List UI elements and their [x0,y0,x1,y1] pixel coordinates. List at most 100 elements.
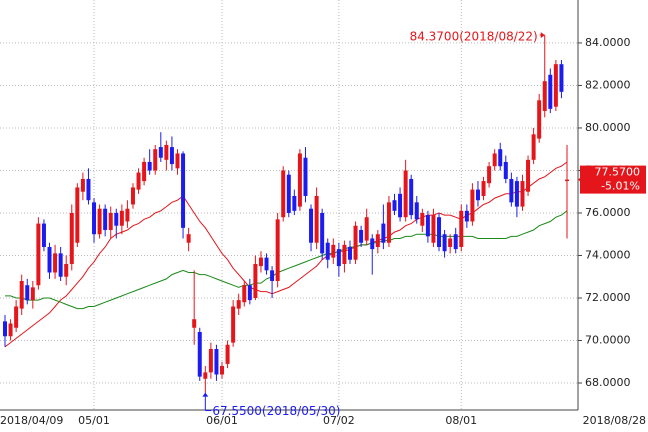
candle-body [459,210,464,247]
y-tick-label: 76.0000 [585,206,631,219]
candle-body [520,181,525,207]
candle-body [253,263,258,298]
candle-body [526,159,531,192]
candle-body [158,147,163,158]
candle-body [492,153,497,167]
candle-body [553,64,558,107]
candle-body [220,366,225,375]
candle-body [336,249,341,267]
candle-body [19,280,24,309]
candle-body [186,234,191,243]
candle-body [409,178,414,216]
candle-body [92,202,97,235]
candle-body [565,179,569,182]
candle-body [214,348,219,375]
candle-body [203,372,208,379]
x-tick-label: 2018/08/28 [583,414,646,427]
candle-body [425,215,430,237]
candle-body [353,225,358,260]
candle-body [225,344,230,364]
y-tick-label: 68.0000 [585,376,631,389]
candle-body [75,187,80,243]
candle-body [208,348,213,373]
candle-body [125,208,130,222]
candle-body [3,321,7,337]
candle-body [108,212,113,230]
candle-body [453,234,458,250]
candle-body [103,208,108,230]
candle-body [398,193,403,218]
candle-body [192,319,197,328]
candle-body [548,74,553,109]
candle-body [481,181,486,196]
candle-body [130,187,135,205]
candle-body [292,195,297,211]
y-tick-label: 72.0000 [585,291,631,304]
candle-body [86,178,91,201]
candle-body [275,219,280,281]
annotation: 84.3700(2018/08/22) [410,30,538,44]
candle-body [80,178,85,192]
annotation: 67.5500(2018/05/30) [212,404,340,418]
candle-body [475,189,480,201]
candle-body [370,238,375,250]
candle-body [181,153,186,228]
candle-body [314,195,319,243]
candle-body [242,285,247,303]
moving-average [5,210,568,310]
candle-body [169,147,174,165]
candle-body [381,223,386,243]
candle-body [147,161,152,171]
candle-body [514,181,519,207]
candle-body [142,161,147,182]
x-tick-label: 08/01 [445,414,477,427]
candle-body [431,215,436,243]
candle-body [320,212,325,254]
y-tick-label: 80.0000 [585,121,631,134]
candle-body [331,244,336,258]
y-tick-label: 74.0000 [585,248,631,261]
candle-body [420,212,425,226]
candle-body [303,157,308,196]
candle-body [414,202,419,220]
candle-body [153,149,158,171]
candle-body [136,172,141,190]
candle-body [503,161,508,179]
candle-body [25,285,30,301]
candle-body [286,174,291,213]
candle-body [14,306,19,328]
annotation-arrow [540,32,545,39]
candle-body [487,166,492,184]
candle-body [231,306,236,343]
x-tick-label: 05/01 [78,414,110,427]
candle-body [297,153,302,207]
candle-body [236,300,241,309]
candle-body [403,170,408,218]
candle-body [175,153,180,169]
candle-body [264,257,269,271]
candle-body [509,178,514,203]
candle-body [498,149,503,167]
y-tick-label: 82.0000 [585,78,631,91]
candle-body [58,253,63,277]
candle-body [119,210,124,226]
candle-body [470,189,475,222]
candle-body [47,246,52,273]
candle-body [197,331,202,377]
candle-body [281,170,286,218]
candle-body [30,287,35,301]
candle-body [347,246,352,260]
candle-body [531,134,536,160]
candle-body [375,234,380,247]
y-tick-label: 84.0000 [585,36,631,49]
candle-body [392,200,397,211]
candle-body [258,257,263,267]
candle-body [559,64,564,92]
candle-body [114,212,119,226]
candle-body [8,323,13,337]
candle-body [164,144,169,160]
candle-body [386,202,391,243]
candle-body [364,217,369,241]
candle-body [97,208,102,235]
